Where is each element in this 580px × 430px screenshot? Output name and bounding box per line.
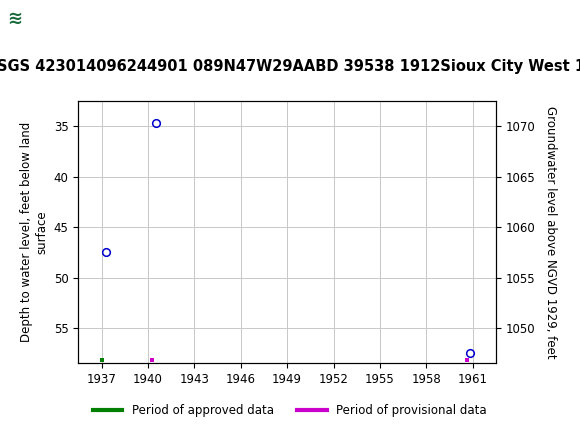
Text: USGS 423014096244901 089N47W29AABD 39538 1912Sioux City West 16: USGS 423014096244901 089N47W29AABD 39538… xyxy=(0,59,580,74)
Text: USGS: USGS xyxy=(61,10,116,28)
Y-axis label: Depth to water level, feet below land
surface: Depth to water level, feet below land su… xyxy=(20,122,48,342)
Y-axis label: Groundwater level above NGVD 1929, feet: Groundwater level above NGVD 1929, feet xyxy=(543,106,557,359)
Text: ≋: ≋ xyxy=(8,10,23,28)
FancyBboxPatch shape xyxy=(5,3,57,35)
Legend: Period of approved data, Period of provisional data: Period of approved data, Period of provi… xyxy=(88,399,492,422)
